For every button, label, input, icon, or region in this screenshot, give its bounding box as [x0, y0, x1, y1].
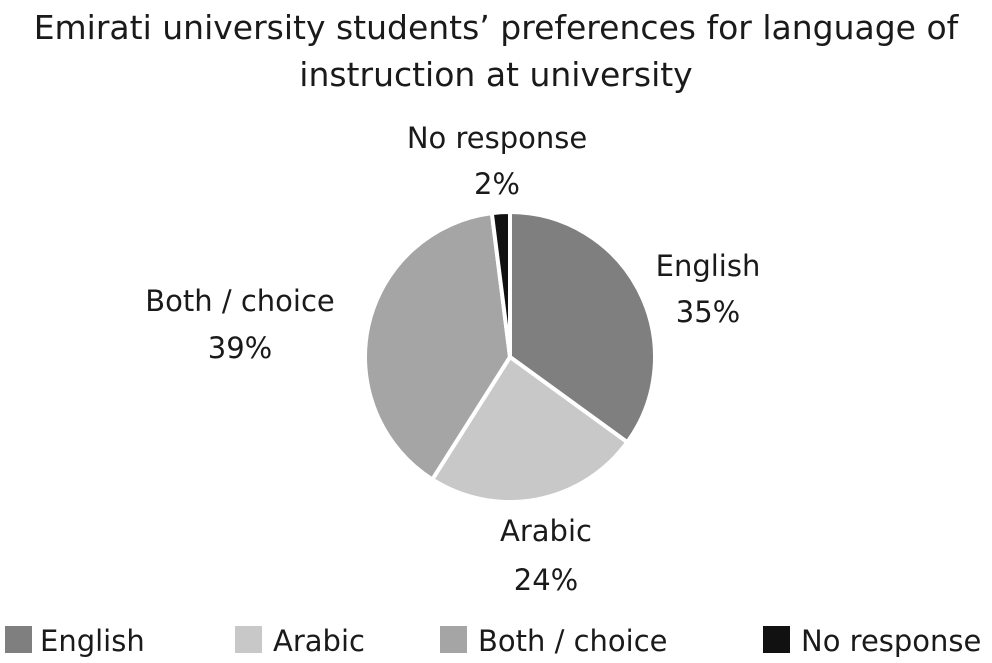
slice-label-no-response: No response 2%: [407, 121, 587, 201]
chart-title: Emirati university students’ preferences…: [34, 8, 960, 94]
slice-label-arabic-value: 24%: [514, 563, 578, 597]
chart-title-line-2: instruction at university: [299, 55, 692, 94]
slice-label-english-value: 35%: [676, 295, 740, 329]
slice-label-both-choice-value: 39%: [208, 331, 272, 365]
pie-slice-no-response: [489, 209, 512, 359]
legend-label-arabic: Arabic: [273, 624, 365, 658]
legend-swatch-no-response: [763, 626, 790, 653]
slice-label-arabic: Arabic 24%: [500, 514, 592, 597]
pie-slice-both-choice: [363, 211, 512, 482]
pie-slice-arabic: [430, 355, 630, 504]
slice-label-arabic-name: Arabic: [500, 514, 592, 548]
slice-label-no-response-name: No response: [407, 121, 587, 155]
legend-swatch-both-choice: [440, 626, 467, 653]
slice-label-english-name: English: [656, 249, 761, 283]
legend-swatch-english: [5, 626, 32, 653]
pie-slice-english: [508, 210, 657, 445]
slice-labels: English 35% Arabic 24% Both / choice 39%…: [145, 121, 760, 597]
slice-label-both-choice: Both / choice 39%: [145, 284, 335, 365]
slice-label-no-response-value: 2%: [474, 167, 520, 201]
legend: English Arabic Both / choice No response: [5, 624, 981, 658]
legend-swatch-arabic: [235, 626, 262, 653]
chart-title-line-1: Emirati university students’ preferences…: [34, 8, 960, 47]
legend-label-english: English: [40, 624, 145, 658]
slice-label-both-choice-name: Both / choice: [145, 284, 335, 318]
pie-slices: [363, 209, 657, 504]
legend-label-both-choice: Both / choice: [478, 624, 668, 658]
slice-label-english: English 35%: [656, 249, 761, 329]
legend-label-no-response: No response: [801, 624, 981, 658]
